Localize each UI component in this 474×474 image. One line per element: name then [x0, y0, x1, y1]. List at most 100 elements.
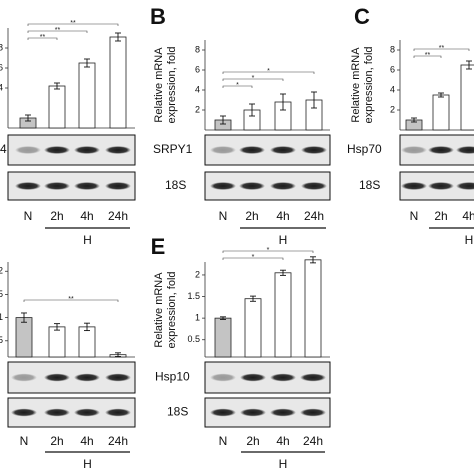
gel-band: [401, 146, 427, 154]
gel-band: [401, 182, 427, 190]
group-label: H: [279, 457, 288, 471]
gel-band: [210, 373, 236, 382]
gel-band: [210, 146, 236, 154]
y-tick-label: 6: [0, 62, 3, 72]
x-tick-label: 2h: [245, 209, 258, 223]
significance-label: *: [252, 254, 255, 261]
y-tick-label: 2: [0, 266, 3, 276]
significance-label: *: [236, 82, 239, 89]
x-tick-label: 24h: [108, 434, 128, 448]
y-tick-label: 8: [195, 44, 200, 54]
bar: [244, 298, 262, 358]
gel-band: [74, 408, 100, 417]
x-tick-label: N: [410, 209, 419, 223]
gel-band: [239, 146, 265, 154]
significance-label: **: [40, 34, 46, 41]
bar: [274, 272, 292, 358]
x-tick-label: 2h: [50, 434, 63, 448]
significance-label: *: [252, 75, 255, 82]
panel-letter: B: [150, 4, 166, 29]
significance-bracket: [413, 48, 470, 51]
significance-bracket: [222, 250, 314, 253]
bar: [304, 259, 322, 358]
panel-letter: E: [151, 234, 166, 259]
bar: [460, 64, 474, 131]
gel-band: [428, 146, 454, 154]
group-label: H: [83, 233, 92, 247]
gel-label: Hsp10: [155, 370, 190, 384]
gel-label: 18S: [167, 405, 188, 419]
x-tick-label: N: [24, 209, 33, 223]
x-tick-label: 4h: [276, 209, 289, 223]
gel-label: Hsp70: [347, 142, 382, 156]
gel-band: [11, 373, 37, 382]
gel-band: [44, 182, 70, 190]
y-axis-label: expression, fold: [166, 271, 178, 348]
significance-label: **: [425, 52, 431, 59]
y-tick-label: 2: [195, 269, 200, 279]
y-axis-label: Relative mRNA: [350, 47, 362, 123]
gel-band: [15, 182, 41, 190]
gel-band: [301, 182, 327, 190]
significance-bracket: [27, 23, 119, 26]
x-tick-label: N: [219, 434, 228, 448]
gel-band: [74, 373, 100, 382]
bar: [48, 85, 66, 129]
significance-bracket: [413, 55, 442, 58]
x-tick-label: N: [20, 434, 29, 448]
x-tick-label: 4h: [80, 209, 93, 223]
gel-band: [456, 182, 474, 190]
x-tick-label: N: [219, 209, 228, 223]
gel-band: [270, 146, 296, 154]
gel-band: [44, 408, 70, 417]
x-tick-label: 24h: [303, 434, 323, 448]
gel-band: [240, 373, 266, 382]
significance-bracket: [222, 78, 284, 81]
y-axis-label: expression, fold: [166, 46, 178, 123]
gel-label: 18S: [359, 178, 380, 192]
x-tick-label: 4h: [462, 209, 474, 223]
bar: [78, 326, 96, 358]
gel-band: [300, 373, 326, 382]
gel-band: [270, 182, 296, 190]
y-tick-label: 1: [0, 312, 3, 322]
gel-band: [105, 373, 131, 382]
gel-band: [74, 146, 100, 154]
gel-band: [239, 182, 265, 190]
bar: [78, 62, 96, 129]
y-tick-label: 1.5: [0, 289, 3, 299]
y-tick-label: 1: [195, 313, 200, 323]
gel-label: 18S: [165, 178, 186, 192]
y-tick-label: 0.5: [0, 335, 3, 345]
y-tick-label: 4: [0, 82, 3, 92]
gel-band: [300, 408, 326, 417]
x-tick-label: 2h: [50, 209, 63, 223]
y-tick-label: 6: [195, 64, 200, 74]
significance-label: **: [55, 27, 61, 34]
group-label: H: [83, 457, 92, 471]
y-tick-label: 2: [390, 104, 395, 114]
bar: [48, 326, 66, 358]
gel-band: [210, 182, 236, 190]
significance-label: **: [439, 45, 445, 52]
x-tick-label: 4h: [80, 434, 93, 448]
x-tick-label: 2h: [246, 434, 259, 448]
gel-band: [240, 408, 266, 417]
significance-bracket: [222, 257, 284, 260]
x-tick-label: 24h: [108, 209, 128, 223]
group-label: H: [279, 233, 288, 247]
significance-bracket: [27, 37, 58, 40]
gel-band: [270, 408, 296, 417]
bar: [432, 94, 450, 131]
x-tick-label: 24h: [304, 209, 324, 223]
gel-band: [105, 182, 131, 190]
gel-band: [74, 182, 100, 190]
y-axis-label: Relative mRNA: [153, 47, 165, 123]
x-tick-label: 4h: [276, 434, 289, 448]
gel-band: [210, 408, 236, 417]
y-tick-label: 1.5: [187, 291, 200, 301]
significance-bracket: [27, 30, 88, 33]
group-label: H: [465, 233, 474, 247]
x-tick-label: 2h: [434, 209, 447, 223]
